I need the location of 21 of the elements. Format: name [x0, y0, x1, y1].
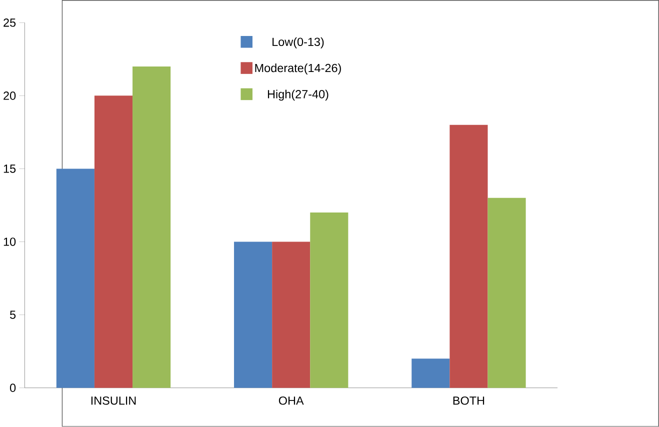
x-tick-label: OHA [278, 396, 304, 405]
y-tick-label: 5 [10, 310, 16, 319]
bar [412, 358, 450, 388]
y-tick-label: 0 [10, 384, 16, 392]
bar [272, 242, 310, 388]
x-tick-label: BOTH [453, 396, 484, 405]
x-tick-label: INSULIN [91, 396, 136, 405]
y-tick-label: 25 [4, 18, 16, 27]
bar [310, 212, 348, 388]
legend-label: Moderate(14-26) [255, 64, 341, 75]
bar [450, 124, 488, 388]
bar [234, 242, 272, 388]
legend-label: High(27-40) [268, 90, 328, 101]
y-tick-label: 10 [4, 238, 16, 246]
y-tick-label: 20 [4, 92, 16, 100]
bar [488, 198, 526, 388]
legend-label: Low(0-13) [272, 37, 324, 48]
y-tick-label: 15 [4, 164, 16, 173]
bar [94, 96, 133, 388]
bar [56, 168, 94, 388]
bar [132, 66, 171, 388]
